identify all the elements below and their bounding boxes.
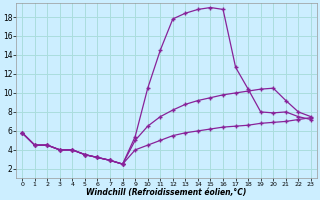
X-axis label: Windchill (Refroidissement éolien,°C): Windchill (Refroidissement éolien,°C) — [86, 188, 247, 197]
